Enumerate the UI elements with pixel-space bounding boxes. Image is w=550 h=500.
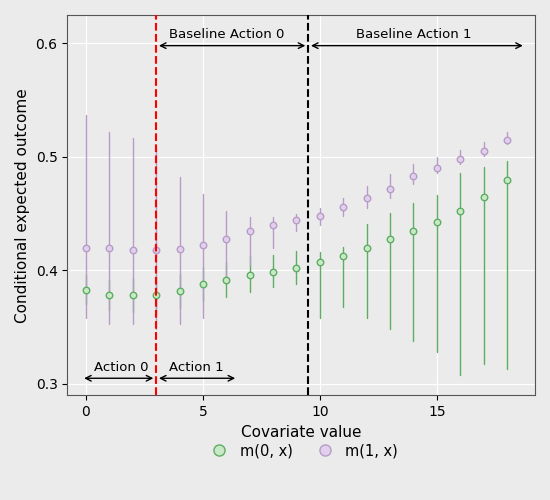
Point: [316, 258, 324, 266]
Point: [339, 203, 348, 211]
Point: [292, 216, 301, 224]
Point: [81, 244, 90, 252]
Point: [222, 276, 230, 283]
Point: [269, 221, 278, 229]
Point: [362, 244, 371, 252]
Point: [199, 280, 207, 288]
X-axis label: Covariate value: Covariate value: [241, 424, 361, 440]
Point: [245, 226, 254, 234]
Point: [409, 226, 418, 234]
Y-axis label: Conditional expected outcome: Conditional expected outcome: [15, 88, 30, 322]
Legend: m(0, x), m(1, x): m(0, x), m(1, x): [199, 438, 404, 464]
Point: [152, 292, 161, 300]
Point: [152, 246, 161, 254]
Point: [316, 212, 324, 220]
Point: [503, 136, 512, 144]
Point: [409, 172, 418, 180]
Point: [105, 244, 114, 252]
Point: [222, 234, 230, 242]
Text: Baseline Action 1: Baseline Action 1: [356, 28, 471, 41]
Text: Baseline Action 0: Baseline Action 0: [169, 28, 284, 41]
Point: [479, 147, 488, 155]
Text: Action 1: Action 1: [169, 360, 223, 374]
Point: [386, 184, 394, 192]
Point: [503, 176, 512, 184]
Point: [339, 252, 348, 260]
Point: [269, 268, 278, 276]
Point: [175, 245, 184, 253]
Point: [128, 246, 137, 254]
Point: [432, 164, 441, 172]
Point: [479, 192, 488, 200]
Point: [362, 194, 371, 202]
Point: [81, 286, 90, 294]
Point: [292, 264, 301, 272]
Point: [105, 292, 114, 300]
Point: [386, 234, 394, 242]
Point: [456, 155, 465, 163]
Point: [456, 208, 465, 216]
Point: [199, 242, 207, 250]
Point: [128, 292, 137, 300]
Text: Action 0: Action 0: [94, 360, 148, 374]
Point: [175, 287, 184, 295]
Point: [432, 218, 441, 226]
Point: [245, 271, 254, 279]
